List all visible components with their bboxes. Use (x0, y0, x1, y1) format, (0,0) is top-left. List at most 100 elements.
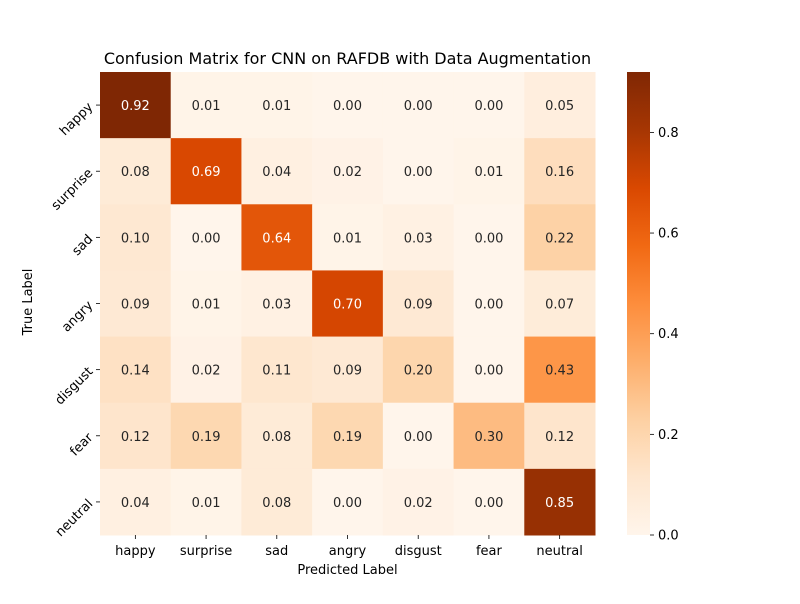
heatmap-cell (524, 336, 596, 404)
heatmap-cell (382, 204, 455, 271)
heatmap-cell (312, 402, 384, 470)
cell-value-label: 0.64 (262, 231, 291, 246)
cell-value-label: 0.00 (404, 430, 433, 445)
cell-value-label: 0.02 (404, 496, 433, 511)
x-tick-label: happy (115, 544, 156, 559)
colorbar-tick-label: 0.2 (658, 428, 679, 443)
cell-value-label: 0.85 (545, 496, 574, 511)
heatmap-cell (170, 72, 242, 139)
cell-value-label: 0.04 (121, 496, 150, 511)
heatmap-cell (170, 402, 242, 470)
cell-value-label: 0.11 (262, 364, 291, 379)
cell-value-label: 0.07 (545, 298, 574, 313)
colorbar-tick-label: 0.6 (658, 227, 679, 242)
cell-value-label: 0.09 (121, 298, 150, 313)
cell-value-label: 0.00 (474, 99, 503, 114)
x-tick-label: angry (329, 544, 367, 559)
cell-value-label: 0.03 (262, 298, 291, 313)
cell-value-label: 0.19 (333, 430, 362, 445)
cell-value-label: 0.16 (545, 165, 574, 180)
heatmap-cell (453, 204, 525, 271)
heatmap-cell (241, 204, 313, 271)
cell-value-label: 0.01 (474, 165, 503, 180)
heatmap-cell (312, 138, 384, 205)
heatmap-cell (453, 72, 525, 139)
cell-value-label: 0.00 (474, 231, 503, 246)
x-tick-label: neutral (536, 544, 583, 559)
heatmap-cell (241, 468, 313, 536)
heatmap-cell (312, 468, 384, 536)
heatmap-cell (100, 204, 172, 271)
y-axis-ticks: happy surprise sad angry disgust fear neutral (49, 100, 100, 540)
cell-value-label: 0.09 (333, 364, 362, 379)
cell-value-label: 0.00 (474, 298, 503, 313)
x-tick-label: fear (476, 544, 503, 559)
heatmap-cell (100, 270, 172, 338)
heatmap-cell (382, 336, 455, 404)
colorbar-tick-label: 0.0 (658, 529, 679, 544)
heatmap-cell (241, 336, 313, 404)
y-tick-label: neutral (53, 497, 96, 540)
y-axis-label: True Label (21, 269, 36, 337)
cell-value-label: 0.09 (404, 298, 433, 313)
cell-value-label: 0.14 (121, 364, 150, 379)
heatmap-cell (453, 402, 525, 470)
heatmap-cell (312, 204, 384, 271)
cell-value-label: 0.70 (333, 298, 362, 313)
cell-value-label: 0.02 (192, 364, 221, 379)
heatmap-cell (100, 468, 172, 536)
heatmap-cell (170, 270, 242, 338)
x-tick-label: surprise (180, 544, 232, 559)
cell-value-label: 0.10 (121, 231, 150, 246)
heatmap-cell (524, 270, 596, 338)
chart-title: Confusion Matrix for CNN on RAFDB with D… (104, 49, 591, 68)
heatmap-cell (453, 336, 525, 404)
cell-value-label: 0.20 (404, 364, 433, 379)
heatmap-cell (453, 270, 525, 338)
cell-value-label: 0.43 (545, 364, 574, 379)
heatmap-cell (524, 72, 596, 139)
cell-value-label: 0.08 (262, 496, 291, 511)
heatmap-cell (382, 138, 455, 205)
cell-value-label: 0.08 (262, 430, 291, 445)
y-tick-label: happy (57, 100, 96, 139)
x-axis-ticks: happy surprise sad angry disgust fear neutral (115, 535, 583, 559)
heatmap-cell (382, 468, 455, 536)
colorbar-ticks: 0.0 0.2 0.4 0.6 0.8 (650, 126, 679, 544)
cell-value-label: 0.01 (192, 298, 221, 313)
cell-value-label: 0.00 (474, 496, 503, 511)
y-tick-label: disgust (52, 364, 96, 408)
cell-value-label: 0.05 (545, 99, 574, 114)
heatmap-cell (241, 138, 313, 205)
heatmap-cell (170, 204, 242, 271)
cell-value-label: 0.04 (262, 165, 291, 180)
heatmap-cells: 0.92 0.01 0.01 0.00 0.00 0.00 0.05 0.08 0.69 0.04… (100, 72, 596, 536)
heatmap-cell (100, 402, 172, 470)
cell-value-label: 0.01 (333, 231, 362, 246)
colorbar: 0.0 0.2 0.4 0.6 0.8 (627, 72, 679, 544)
colorbar-tick-label: 0.8 (658, 126, 679, 141)
cell-value-label: 0.92 (121, 99, 150, 114)
heatmap-cell (100, 138, 172, 205)
heatmap-cell (524, 204, 596, 271)
heatmap-cell (100, 72, 172, 139)
heatmap-cell (170, 138, 242, 205)
x-tick-label: sad (265, 544, 288, 559)
cell-value-label: 0.69 (192, 165, 221, 180)
heatmap-cell (241, 72, 313, 139)
colorbar-gradient (627, 72, 650, 535)
heatmap-cell (170, 468, 242, 536)
heatmap-cell (100, 336, 172, 404)
cell-value-label: 0.30 (474, 430, 503, 445)
heatmap-cell (241, 270, 313, 338)
heatmap-cell (524, 138, 596, 205)
x-tick-label: disgust (395, 544, 442, 559)
cell-value-label: 0.08 (121, 165, 150, 180)
cell-value-label: 0.03 (404, 231, 433, 246)
heatmap-cell (382, 72, 455, 139)
cell-value-label: 0.22 (545, 231, 574, 246)
heatmap-cell (170, 336, 242, 404)
x-axis-label: Predicted Label (297, 563, 397, 578)
